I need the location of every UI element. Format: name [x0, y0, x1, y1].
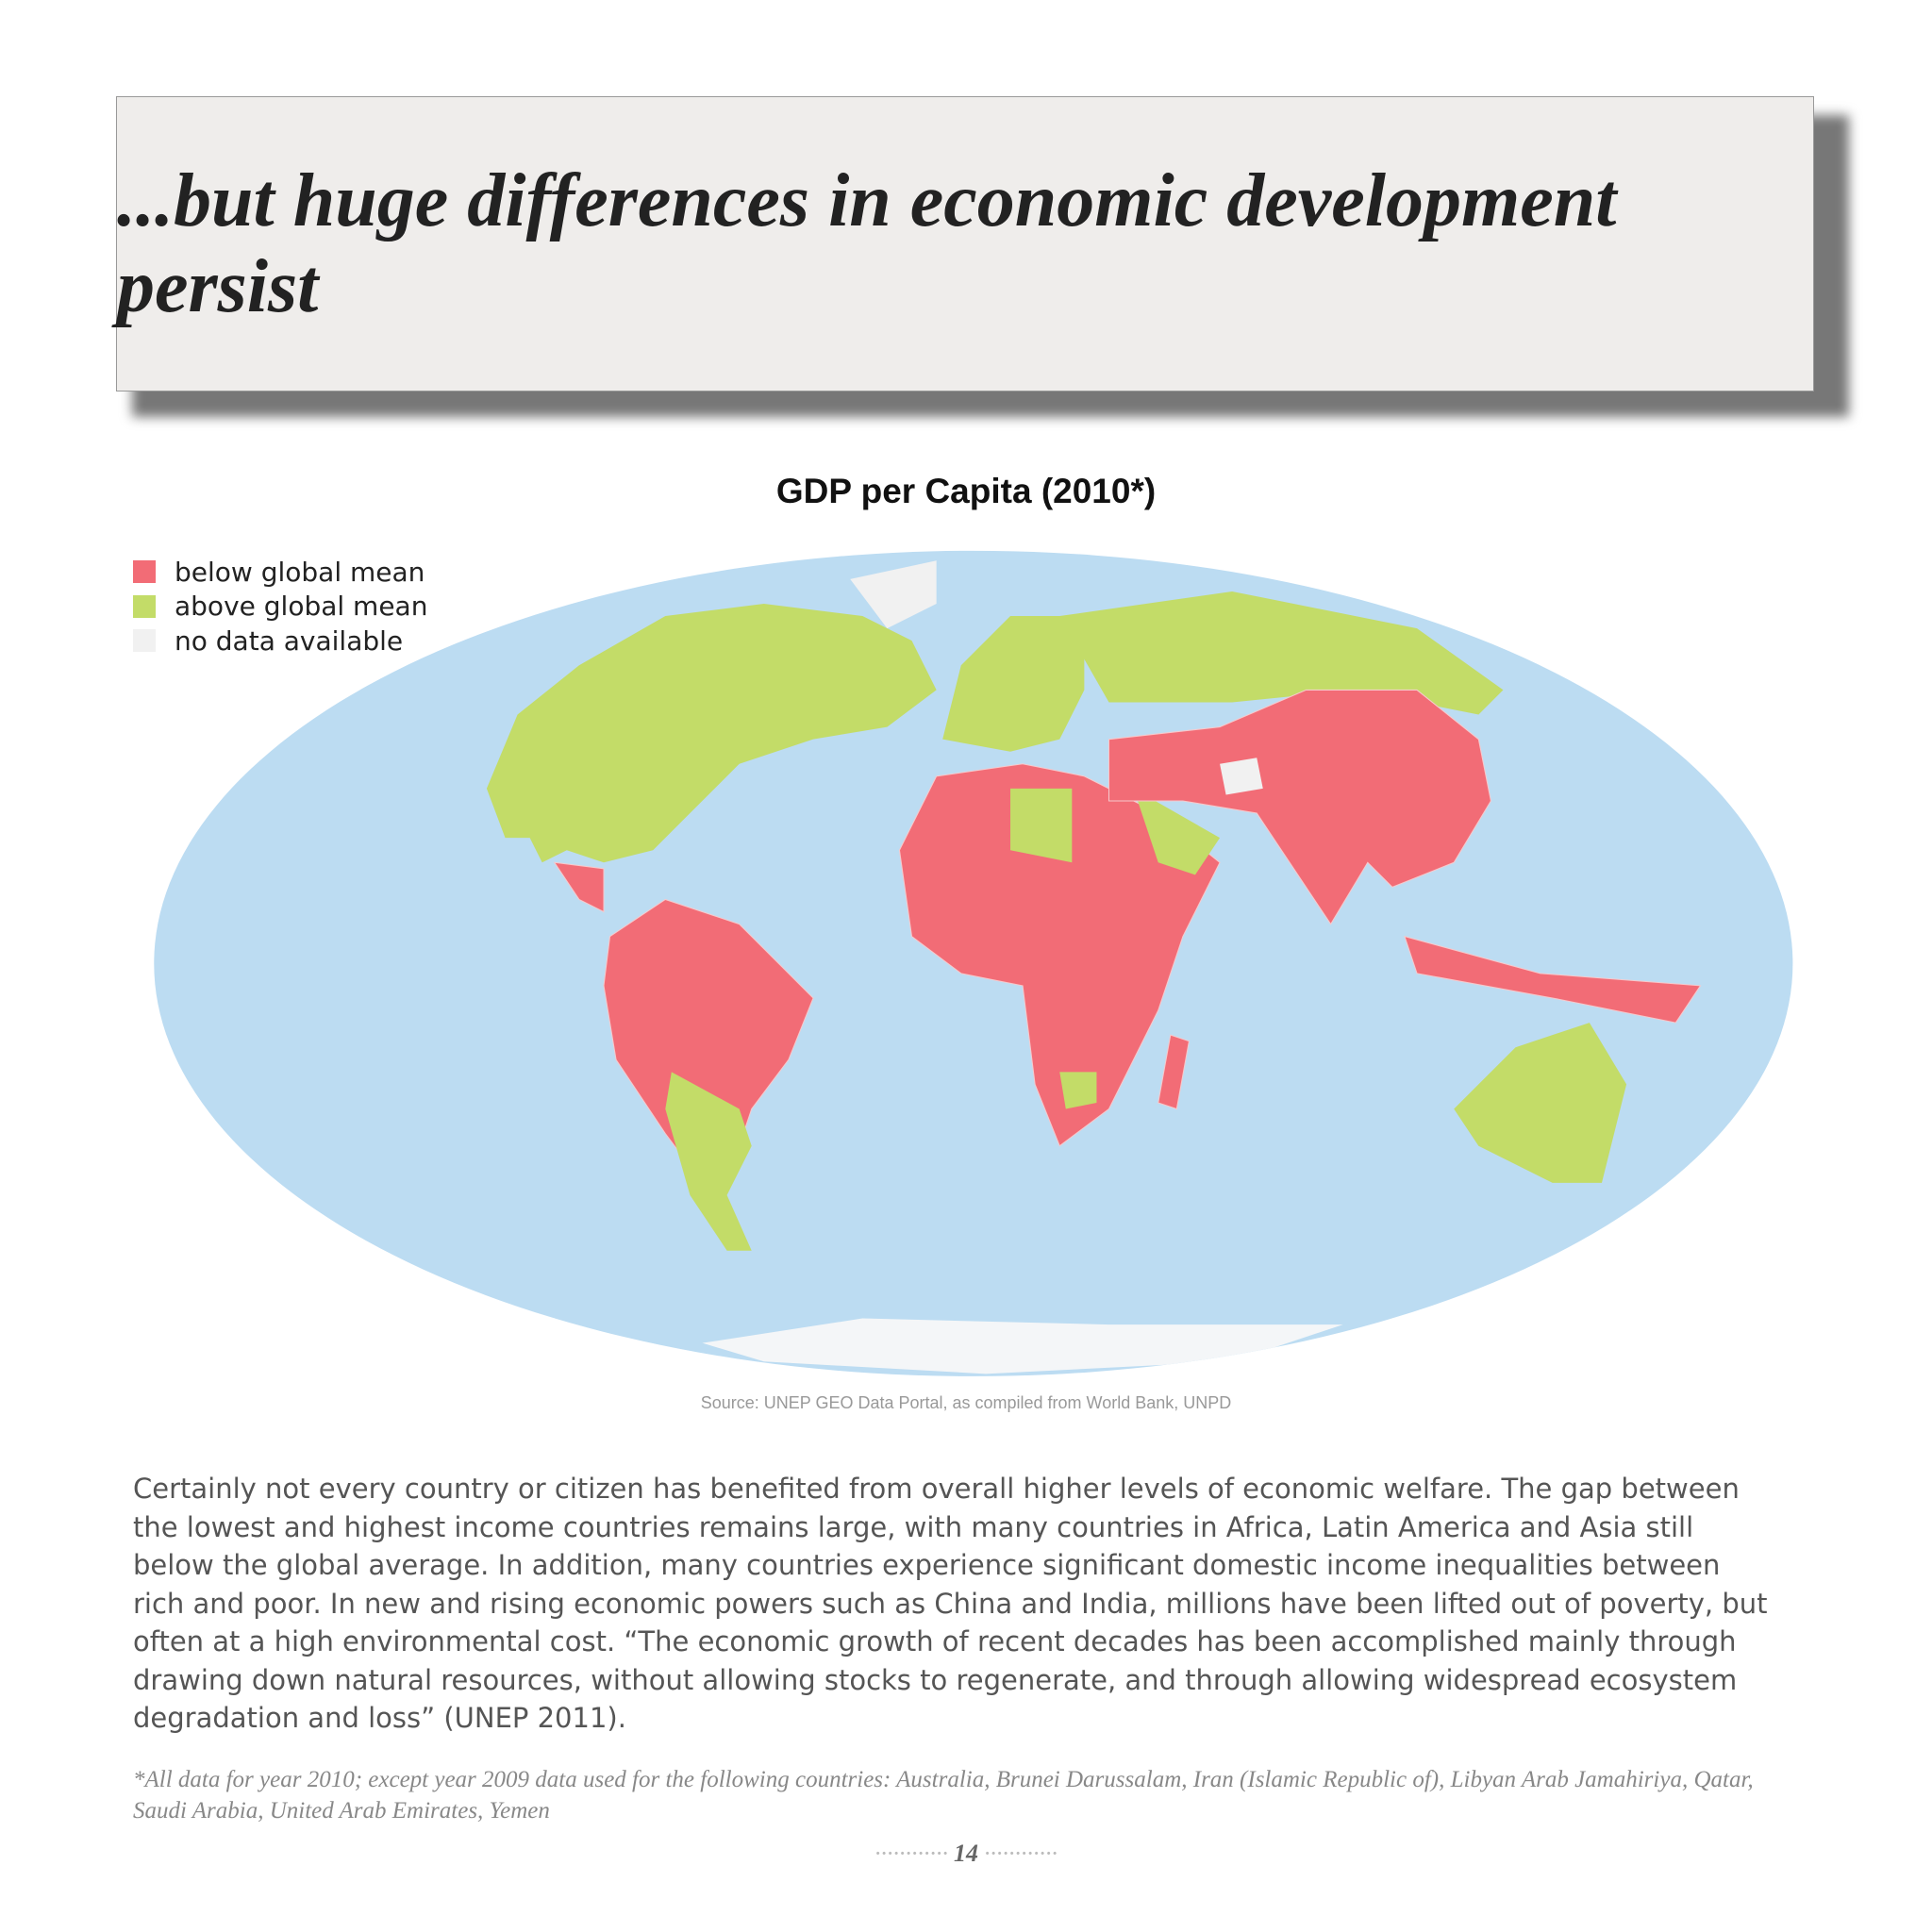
world-map: [154, 550, 1793, 1376]
footnote: *All data for year 2010; except year 200…: [133, 1767, 1754, 1824]
indonesia: [1404, 935, 1702, 1024]
antarctica: [702, 1318, 1343, 1374]
afghanistan: [1220, 758, 1263, 795]
southern-cone: [665, 1072, 752, 1251]
legend-item: above global mean: [133, 590, 427, 625]
africa: [898, 763, 1221, 1147]
page-number: 14: [0, 1840, 1932, 1868]
map-title: GDP per Capita (2010*): [775, 472, 1157, 510]
source: Source: UNEP GEO Data Portal, as compile…: [700, 1393, 1232, 1412]
legend-label: above global mean: [175, 591, 428, 623]
australia: [1454, 1023, 1627, 1183]
legend: below global mean above global mean no dat…: [133, 555, 427, 658]
madagascar: [1158, 1034, 1191, 1110]
title-box: ...but huge differences in economic deve…: [116, 96, 1814, 391]
north-america: [486, 603, 937, 863]
greenland: [850, 560, 937, 629]
legend-swatch: [133, 560, 156, 584]
page-title: ...but huge differences in economic deve…: [117, 158, 1617, 328]
central-america: [553, 861, 605, 913]
europe: [942, 616, 1085, 752]
body-paragraph: Certainly not every country or citizen h…: [133, 1473, 1768, 1734]
southern-africa: [1059, 1072, 1097, 1109]
legend-item: no data available: [133, 624, 427, 658]
libya: [1010, 788, 1073, 863]
russia: [1059, 591, 1504, 715]
legend-label: below global mean: [175, 556, 425, 588]
legend-swatch: [133, 594, 156, 618]
asia: [1108, 689, 1491, 925]
legend-item: below global mean: [133, 555, 427, 590]
legend-label: no data available: [175, 625, 404, 657]
legend-swatch: [133, 629, 156, 653]
arabia: [1133, 788, 1221, 875]
